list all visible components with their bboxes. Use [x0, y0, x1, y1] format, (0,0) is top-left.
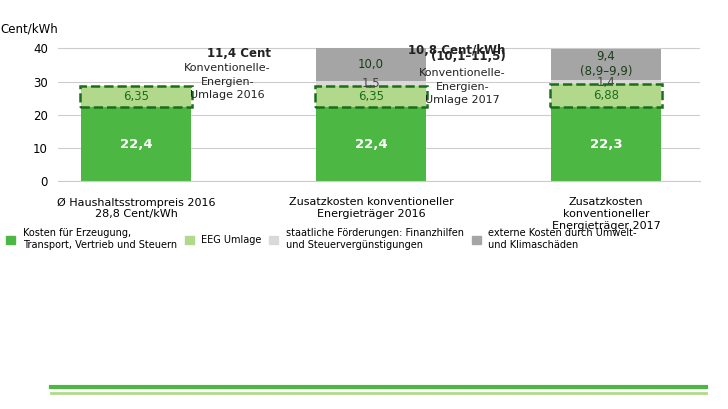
- Bar: [314, 85, 427, 107]
- Bar: [316, 48, 426, 81]
- Bar: [550, 84, 662, 108]
- Text: 1,5: 1,5: [362, 77, 380, 90]
- Text: 11,4 Cent: 11,4 Cent: [207, 47, 271, 60]
- Bar: [316, 107, 426, 181]
- Text: 22,4: 22,4: [355, 138, 387, 151]
- Bar: [316, 81, 426, 86]
- Text: 22,3: 22,3: [590, 138, 622, 151]
- Bar: [551, 49, 661, 80]
- Text: (10,1–11,5): (10,1–11,5): [431, 50, 506, 63]
- Bar: [79, 85, 192, 107]
- Bar: [82, 86, 191, 107]
- Text: 10,0: 10,0: [358, 58, 384, 71]
- Text: 1,4: 1,4: [596, 76, 615, 89]
- Text: Konventionelle-
Energien-
Umlage 2016: Konventionelle- Energien- Umlage 2016: [184, 63, 271, 100]
- Bar: [551, 84, 661, 107]
- Legend: Kosten für Erzeugung,
Transport, Vertrieb und Steuern, EEG Umlage, staatliche Fö: Kosten für Erzeugung, Transport, Vertrie…: [7, 228, 637, 250]
- Text: 6,35: 6,35: [358, 90, 384, 103]
- Text: 6,88: 6,88: [593, 89, 619, 102]
- Text: 6,35: 6,35: [123, 90, 149, 103]
- Text: Cent/kWh: Cent/kWh: [0, 22, 58, 36]
- Bar: [551, 107, 661, 181]
- Bar: [316, 86, 426, 107]
- Text: Konventionelle-
Energien-
Umlage 2017: Konventionelle- Energien- Umlage 2017: [419, 68, 506, 105]
- Text: 9,4
(8,9–9,9): 9,4 (8,9–9,9): [579, 50, 632, 78]
- Bar: [82, 107, 191, 181]
- Text: 10,8 Cent/kWh: 10,8 Cent/kWh: [408, 44, 506, 56]
- Text: 22,4: 22,4: [119, 138, 152, 151]
- Bar: [551, 80, 661, 84]
